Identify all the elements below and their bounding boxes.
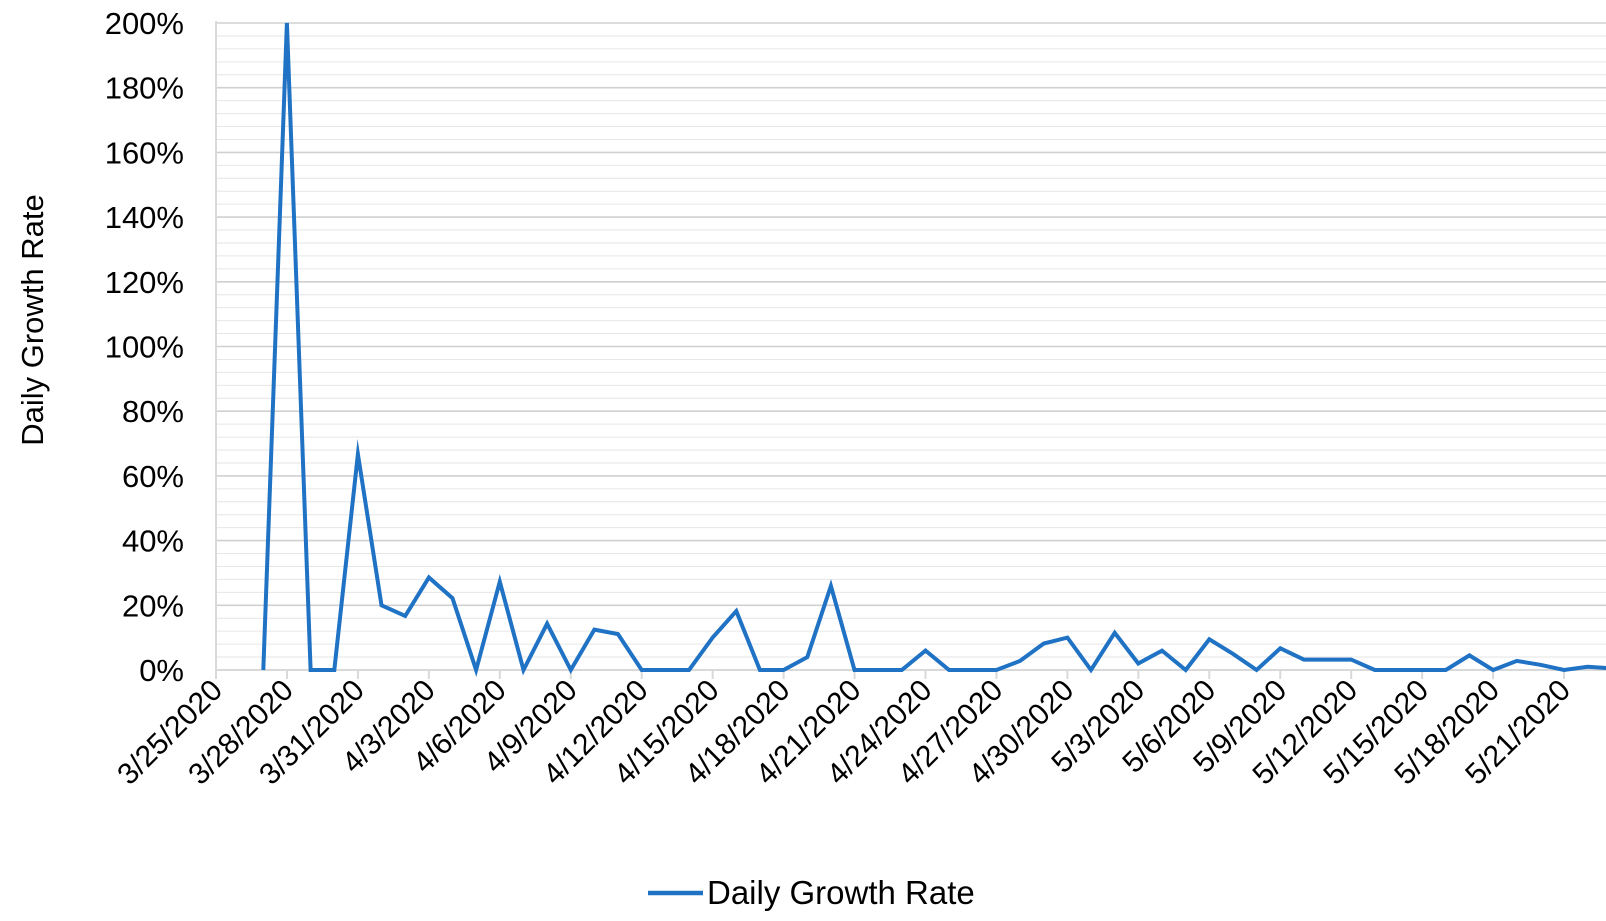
x-tick-labels: 3/25/20203/28/20203/31/20204/3/20204/6/2… [111, 674, 1577, 792]
series-line-daily-growth-rate [261, 22, 1606, 677]
y-tick-label: 20% [122, 588, 184, 623]
y-tick-label: 60% [122, 459, 184, 494]
y-tick-label: 0% [139, 653, 184, 688]
y-tick-label: 80% [122, 394, 184, 429]
legend-label-daily-growth-rate: Daily Growth Rate [707, 874, 975, 911]
legend: Daily Growth Rate [648, 874, 975, 911]
y-tick-label: 160% [105, 135, 184, 170]
grid-lines [216, 22, 1606, 658]
y-tick-label: 100% [105, 330, 184, 365]
y-tick-label: 200% [105, 6, 184, 41]
y-tick-labels: 0% 20% 40% 60% 80% 100% 120% 140% 160% 180% 200% [105, 6, 184, 688]
y-axis-title: Daily Growth Rate [15, 194, 50, 446]
y-tick-label: 140% [105, 200, 184, 235]
series-lines [261, 22, 1606, 677]
y-tick-label: 120% [105, 265, 184, 300]
y-tick-label: 180% [105, 71, 184, 106]
axes [215, 21, 1606, 679]
y-tick-label: 40% [122, 524, 184, 559]
